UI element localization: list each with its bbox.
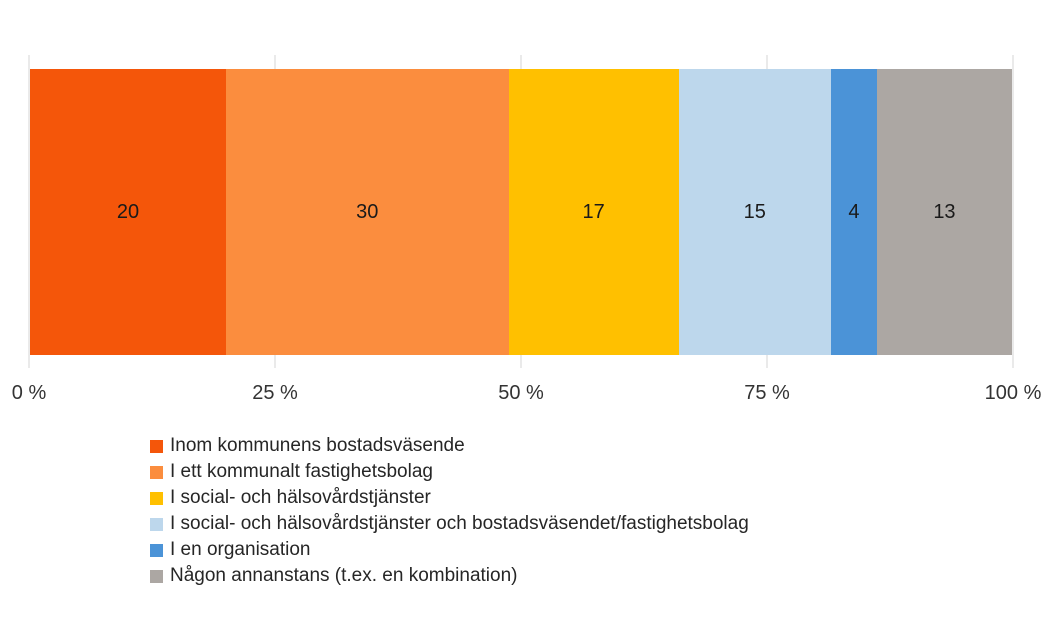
bar-segment-value-label: 4 — [848, 200, 860, 223]
legend-item-2: I ett kommunalt fastighetsbolag — [150, 459, 749, 485]
legend-swatch-icon — [150, 543, 163, 557]
x-tick-label-100: 100 % — [984, 382, 1042, 404]
legend-label: Inom kommunens bostadsväsende — [170, 435, 465, 456]
plot-area: 20 30 17 15 4 13 0 % 25 % 50 % 75 % 100 % — [12, 55, 1041, 404]
legend-label: I en organisation — [170, 539, 311, 560]
legend-label: I ett kommunalt fastighetsbolag — [170, 461, 433, 482]
legend-swatch-icon — [150, 465, 163, 479]
x-tick-label-0: 0 % — [11, 382, 47, 404]
gridline-0 — [28, 55, 30, 368]
bar-segment-value-label: 20 — [116, 200, 140, 223]
legend-swatch-icon — [150, 569, 163, 583]
bar-segment-value-label: 13 — [933, 200, 956, 223]
x-axis-tick-labels: 0 % 25 % 50 % 75 % 100 % — [12, 382, 1042, 410]
bar-segment-4: 15 — [678, 69, 832, 355]
bar-segment-5: 4 — [831, 69, 877, 355]
x-tick-label-50: 50 % — [498, 382, 544, 404]
bar-segment-3: 17 — [508, 69, 679, 355]
bar-segment-1: 20 — [30, 69, 226, 355]
bar-segment-value-label: 17 — [582, 200, 605, 223]
legend-item-3: I social- och hälsovårdstjänster — [150, 485, 749, 511]
legend-item-6: Någon annanstans (t.ex. en kombination) — [150, 563, 749, 589]
gridline-100 — [1012, 55, 1014, 368]
bar-segment-6: 13 — [876, 69, 1012, 355]
bar-segment-value-label: 30 — [356, 200, 379, 223]
bar-segment-2: 30 — [225, 69, 509, 355]
legend-item-4: I social- och hälsovårdstjänster och bos… — [150, 511, 749, 537]
stacked-bar: 20 30 17 15 4 13 — [30, 69, 1012, 355]
legend-label: I social- och hälsovårdstjänster och bos… — [170, 513, 749, 534]
legend-item-5: I en organisation — [150, 537, 749, 563]
bar-segment-value-label: 15 — [743, 200, 766, 223]
legend-swatch-icon — [150, 491, 163, 505]
legend: Inom kommunens bostadsväsende I ett kommu… — [150, 433, 749, 589]
x-tick-label-25: 25 % — [252, 382, 298, 404]
legend-swatch-icon — [150, 439, 163, 453]
legend-item-1: Inom kommunens bostadsväsende — [150, 433, 749, 459]
legend-swatch-icon — [150, 517, 163, 531]
x-tick-label-75: 75 % — [744, 382, 790, 404]
legend-label: Någon annanstans (t.ex. en kombination) — [170, 565, 518, 586]
legend-label: I social- och hälsovårdstjänster — [170, 487, 431, 508]
